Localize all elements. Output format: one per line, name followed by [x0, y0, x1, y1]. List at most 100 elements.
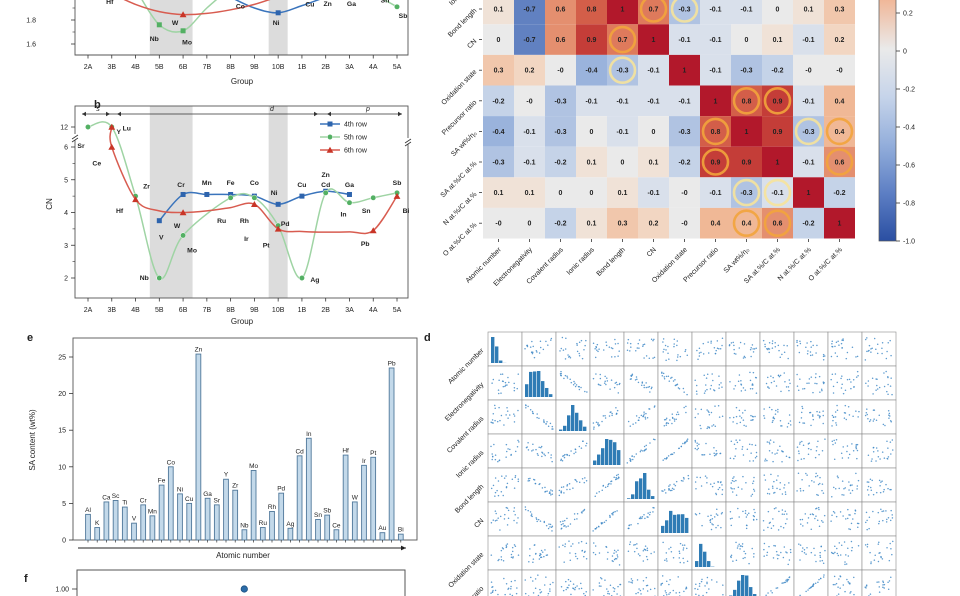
pairplot-dot — [630, 378, 632, 380]
heatmap-cell — [762, 177, 793, 208]
pairplot-cell — [555, 467, 591, 503]
pairplot-dot — [576, 480, 578, 483]
pairplot-dot — [846, 450, 848, 453]
pairplot-dot — [575, 555, 577, 558]
heatmap-cell-value: -0.7 — [523, 37, 535, 44]
pairplot-dot — [729, 518, 732, 520]
pairplot-dot — [604, 486, 607, 488]
pairplot-dot — [849, 492, 852, 494]
pairplot-dot — [815, 472, 817, 475]
pairplot-dot — [768, 387, 770, 389]
pairplot-dot — [802, 547, 804, 549]
heatmap-cell — [545, 0, 576, 25]
pairplot-dot — [513, 507, 516, 509]
pairplot-dot — [710, 528, 713, 531]
pairplot-dot — [721, 484, 723, 486]
pairplot-dot — [841, 494, 843, 496]
pairplot-dot — [842, 584, 845, 586]
bar-Co — [167, 466, 174, 541]
bar-Ru — [259, 527, 266, 541]
pairplot-dot — [763, 408, 765, 410]
pairplot-dot — [670, 453, 672, 456]
pairplot-dot — [740, 390, 743, 392]
pairplot-dot — [694, 441, 697, 443]
pairplot-dot — [763, 529, 765, 531]
pairplot-dot — [551, 425, 554, 428]
pairplot-dot — [643, 343, 646, 346]
pairplot-dot — [796, 385, 799, 387]
heatmap-cell — [793, 24, 824, 55]
pairplot-cell — [793, 399, 829, 435]
element-label-Cr: Cr — [177, 182, 185, 189]
pairplot-dot — [665, 458, 668, 460]
element-label-Ru: Ru — [217, 218, 226, 225]
pairplot-dot — [866, 489, 869, 491]
panel-f-partial-chart: 1.00 — [55, 569, 406, 596]
pairplot-dot — [882, 510, 885, 512]
pairplot-dot — [820, 388, 823, 390]
pairplot-dot — [676, 344, 678, 347]
pairplot-dot — [888, 412, 891, 415]
pairplot-dot — [717, 405, 720, 407]
bar-label-Cu: Cu — [185, 496, 194, 503]
pairplot-dot — [517, 517, 519, 519]
pairplot-dot — [599, 373, 601, 376]
pairplot-dot — [583, 592, 585, 595]
pairplot-dot — [878, 591, 881, 593]
pairplot-dot — [752, 419, 754, 421]
pairplot-dot — [645, 386, 648, 389]
pairplot-dot — [856, 443, 859, 446]
pairplot-dot — [608, 415, 611, 417]
pairplot-dot — [667, 455, 670, 457]
pairplot-cell — [861, 467, 897, 503]
heatmap-cell-value: -0 — [836, 68, 842, 75]
pairplot-dot — [819, 482, 821, 485]
pairplot-dot — [789, 548, 792, 551]
pairplot-dot — [769, 521, 771, 524]
pairplot-dot — [534, 553, 537, 555]
pairplot-dot — [843, 494, 845, 496]
pairplot-dot — [602, 349, 605, 351]
pairplot-dot — [811, 354, 814, 356]
pairplot-dot — [536, 351, 538, 353]
pairplot-dot — [833, 512, 836, 514]
pairplot-dot — [539, 346, 542, 349]
pairplot-cell — [725, 365, 761, 401]
pairplot-dot — [683, 590, 685, 593]
pairplot-dot — [644, 549, 646, 551]
pairplot-dot — [606, 588, 608, 590]
pairplot-dot — [742, 510, 744, 513]
bar-Y — [223, 478, 229, 541]
pairplot-dot — [867, 454, 870, 456]
pairplot-dot — [545, 554, 548, 556]
pairplot-dot — [717, 524, 719, 527]
pairplot-dot — [888, 559, 891, 562]
pairplot-dot — [678, 387, 681, 390]
pairplot-dot — [596, 526, 598, 529]
panel-c-correlation-heatmap: 0.1 -0.7 0.6 0.8 1 0.7 -0.3 -0.1 -0.1 0 0.1 0.3Bond… — [440, 0, 915, 288]
element-label-Pd: Pd — [281, 221, 290, 228]
pairplot-dot — [706, 427, 708, 430]
pairplot-dot — [739, 421, 742, 424]
pairplot-dot — [789, 382, 791, 385]
pairplot-dot — [838, 344, 840, 346]
heatmap-cell — [793, 54, 824, 86]
pairplot-dot — [846, 445, 849, 447]
pairplot-histogram-bar — [665, 520, 669, 533]
pairplot-dot — [682, 476, 685, 479]
data-marker-square — [299, 193, 305, 199]
pairplot-dot — [697, 447, 700, 450]
pairplot-dot — [869, 593, 872, 595]
pairplot-dot — [551, 493, 554, 495]
heatmap-cell — [762, 54, 793, 86]
pairplot-dot — [561, 460, 564, 462]
pairplot-dot — [716, 452, 718, 455]
pairplot-cell — [691, 569, 727, 596]
pairplot-dot — [742, 557, 744, 560]
pairplot-dot — [810, 340, 812, 343]
data-marker-square — [156, 22, 162, 28]
pairplot-dot — [652, 438, 655, 440]
pairplot-dot — [801, 405, 803, 408]
